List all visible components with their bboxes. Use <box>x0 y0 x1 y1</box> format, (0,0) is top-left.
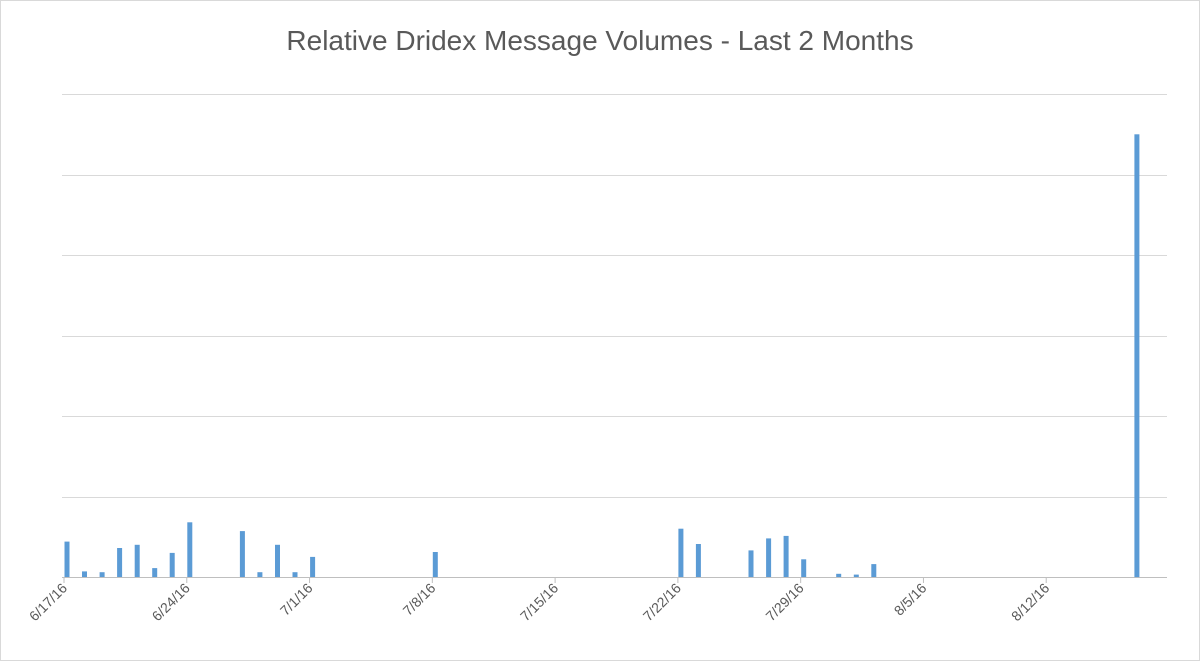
bar <box>783 535 789 577</box>
bar <box>64 541 70 577</box>
x-tick-label: 8/5/16 <box>891 580 930 619</box>
bar <box>853 574 859 577</box>
bar <box>117 548 123 577</box>
bar <box>239 531 245 577</box>
bar <box>1134 134 1140 578</box>
x-tick-label: 7/22/16 <box>640 580 684 624</box>
bar <box>134 544 140 577</box>
bar <box>275 544 280 577</box>
bar <box>801 559 807 577</box>
bar <box>432 552 438 577</box>
bar <box>766 538 772 577</box>
bar <box>748 550 754 577</box>
x-tick-label: 7/15/16 <box>517 580 561 624</box>
bar <box>871 564 877 577</box>
bar <box>292 572 298 577</box>
bar <box>99 572 105 577</box>
bar <box>82 571 87 577</box>
x-tick-label: 6/24/16 <box>149 580 193 624</box>
bar <box>152 568 158 577</box>
bar <box>257 572 263 577</box>
x-tick-label: 6/17/16 <box>26 580 70 624</box>
bar <box>695 544 701 577</box>
bar <box>187 522 193 577</box>
x-tick-label: 7/29/16 <box>762 580 806 624</box>
x-tick-label: 7/8/16 <box>400 580 439 619</box>
x-tick-label: 8/12/16 <box>1008 580 1052 624</box>
bar <box>836 573 842 577</box>
x-tick-label: 7/1/16 <box>277 580 316 619</box>
bar <box>310 556 316 577</box>
bar <box>169 552 175 577</box>
bar <box>678 528 684 577</box>
chart-title: Relative Dridex Message Volumes - Last 2… <box>286 25 914 56</box>
